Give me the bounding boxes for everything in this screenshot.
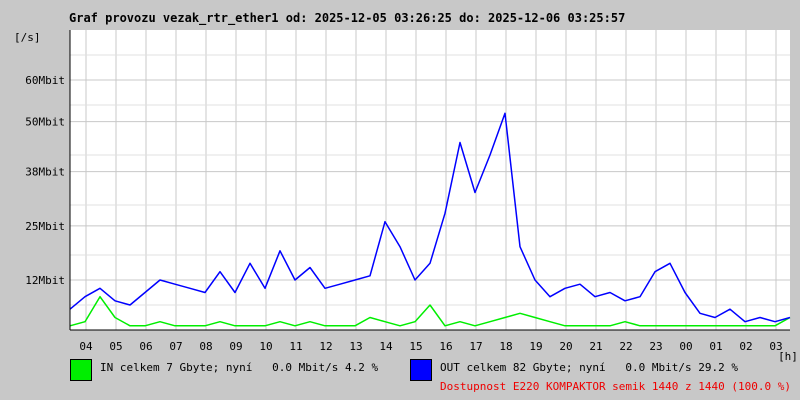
x-tick-label: 17 [469,340,482,353]
series-out-line [69,112,791,323]
y-tick-label: 25Mbit [25,220,65,233]
x-tick-label: 07 [169,340,182,353]
y-axis-unit-label: [/s] [14,31,41,44]
x-tick-label: 22 [619,340,632,353]
x-tick-label: 10 [259,340,272,353]
y-tick-label: 12Mbit [25,274,65,287]
x-tick-label: 14 [379,340,393,353]
out-legend-swatch [410,359,432,381]
in-legend-swatch [70,359,92,381]
x-tick-label: 03 [769,340,782,353]
x-unit-label: [h] [778,350,798,363]
chart-title: Graf provozu vezak_rtr_ether1 od: 2025-1… [69,11,626,25]
x-tick-label: 05 [109,340,122,353]
x-tick-label: 23 [649,340,662,353]
x-tick-label: 06 [139,340,152,353]
x-tick-label: 11 [289,340,302,353]
x-tick-label: 12 [319,340,332,353]
x-tick-label: 00 [679,340,692,353]
y-tick-label: 38Mbit [25,166,65,179]
x-tick-label: 04 [79,340,93,353]
x-tick-label: 08 [199,340,212,353]
y-tick-label: 50Mbit [25,116,65,129]
x-tick-label: 13 [349,340,362,353]
x-tick-label: 21 [589,340,602,353]
x-tick-label: 02 [739,340,752,353]
y-tick-label: 60Mbit [25,74,65,87]
in-legend-label: IN celkem 7 Gbyte; nyní 0.0 Mbit/s 4.2 % [100,361,379,374]
x-tick-label: 09 [229,340,242,353]
availability-label: Dostupnost E220 KOMPAKTOR semik 1440 z 1… [440,380,791,393]
x-tick-label: 18 [499,340,512,353]
x-tick-label: 19 [529,340,542,353]
x-tick-label: 16 [439,340,452,353]
x-tick-label: 01 [709,340,722,353]
out-legend-label: OUT celkem 82 Gbyte; nyní 0.0 Mbit/s 29.… [440,361,739,374]
series-in-line [69,295,791,327]
x-tick-label: 20 [559,340,572,353]
x-tick-label: 15 [409,340,422,353]
